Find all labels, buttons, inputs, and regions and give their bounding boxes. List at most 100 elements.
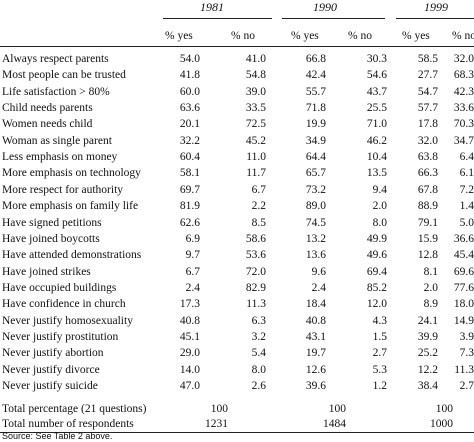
table-cell: 6.9 bbox=[185, 232, 200, 245]
table-cell: 55.7 bbox=[305, 85, 326, 98]
table-cell: 9.4 bbox=[372, 183, 387, 196]
table-cell: 72.5 bbox=[245, 118, 266, 131]
table-row: More respect for authority 69.7 6.7 73.2 9.4… bbox=[0, 182, 474, 198]
table-cell: 45.2 bbox=[245, 134, 266, 147]
table-cell: 7.3 bbox=[459, 347, 474, 360]
table-cell: 39.0 bbox=[245, 85, 266, 98]
row-label: Have joined strikes bbox=[2, 265, 91, 278]
table-cell: 63.6 bbox=[179, 102, 200, 115]
row-label: Never justify suicide bbox=[2, 380, 98, 392]
table-cell: 5.3 bbox=[372, 363, 387, 376]
table-cell: 10.4 bbox=[366, 151, 387, 164]
table-cell: 62.6 bbox=[179, 216, 200, 229]
table-cell: 2.2 bbox=[251, 200, 266, 213]
row-label: Always respect parents bbox=[2, 53, 109, 65]
total-percentage-label: Total percentage (21 questions) bbox=[2, 403, 147, 415]
table-cell: 12.0 bbox=[366, 298, 387, 311]
table-cell: 6.1 bbox=[459, 167, 474, 180]
table-cell: 11.3 bbox=[454, 363, 474, 376]
table-cell: 38.4 bbox=[417, 380, 438, 392]
table-row: Child needs parents 63.6 33.5 71.8 25.5 57.7 3… bbox=[0, 100, 474, 116]
header-rule bbox=[0, 46, 474, 47]
table-cell: 33.6 bbox=[453, 102, 474, 115]
table-cell: 60.4 bbox=[179, 151, 200, 164]
table-cell: 63.8 bbox=[417, 151, 438, 164]
table-cell: 25.2 bbox=[417, 347, 438, 360]
row-label: Most people can be trusted bbox=[2, 69, 126, 82]
table-row: Have joined strikes 6.7 72.0 9.6 69.4 8.1 69.6 bbox=[0, 264, 474, 280]
table-cell: 66.8 bbox=[305, 53, 326, 65]
total-respondents-label: Total number of respondents bbox=[2, 418, 134, 430]
total-respondents-1999: 1000 bbox=[430, 418, 453, 430]
year-rule-1999 bbox=[396, 18, 474, 19]
row-label: More emphasis on technology bbox=[2, 167, 141, 180]
table-cell: 14.0 bbox=[179, 363, 200, 376]
table-cell: 18.4 bbox=[305, 298, 326, 311]
table-cell: 49.9 bbox=[366, 232, 387, 245]
table-cell: 36.6 bbox=[453, 232, 474, 245]
table-row: Have joined boycotts 6.9 58.6 13.2 49.9 15.9 3… bbox=[0, 231, 474, 247]
table-cell: 46.2 bbox=[366, 134, 387, 147]
table-cell: 14.9 bbox=[453, 314, 474, 327]
total-percentage-1981: 100 bbox=[210, 403, 228, 415]
table-row: More emphasis on family life 81.9 2.2 89.0 2… bbox=[0, 198, 474, 214]
table-cell: 66.3 bbox=[417, 167, 438, 180]
table-cell: 13.2 bbox=[305, 232, 326, 245]
table-cell: 9.7 bbox=[185, 249, 200, 262]
table-cell: 12.8 bbox=[417, 249, 438, 262]
table-cell: 34.7 bbox=[453, 134, 474, 147]
total-respondents-1981: 1231 bbox=[205, 418, 228, 430]
table-cell: 2.7 bbox=[372, 347, 387, 360]
row-label: Have occupied buildings bbox=[2, 281, 117, 294]
table-cell: 68.3 bbox=[453, 69, 474, 82]
row-label: Have attended demonstrations bbox=[2, 249, 142, 262]
table-cell: 64.4 bbox=[305, 151, 326, 164]
table-cell: 74.5 bbox=[305, 216, 326, 229]
row-label: Have signed petitions bbox=[2, 216, 102, 229]
table-cell: 58.1 bbox=[179, 167, 200, 180]
table-cell: 8.0 bbox=[372, 216, 387, 229]
year-header-1999: 1999 bbox=[424, 0, 448, 14]
table-cell: 2.4 bbox=[185, 281, 200, 294]
table-cell: 69.4 bbox=[366, 265, 387, 278]
table-cell: 40.8 bbox=[305, 314, 326, 327]
table-cell: 12.2 bbox=[417, 363, 438, 376]
table-cell: 5.4 bbox=[251, 347, 266, 360]
table-cell: 41.0 bbox=[245, 53, 266, 65]
table-cell: 1.4 bbox=[459, 200, 474, 213]
table-cell: 3.2 bbox=[251, 330, 266, 343]
table-cell: 88.9 bbox=[417, 200, 438, 213]
table-cell: 82.9 bbox=[245, 281, 266, 294]
table-cell: 12.6 bbox=[305, 363, 326, 376]
table-cell: 24.1 bbox=[417, 314, 438, 327]
table-cell: 42.3 bbox=[453, 85, 474, 98]
row-label: Child needs parents bbox=[2, 102, 93, 115]
table-cell: 1.5 bbox=[372, 330, 387, 343]
table-cell: 27.7 bbox=[417, 69, 438, 82]
table-cell: 42.4 bbox=[305, 69, 326, 82]
table-cell: 67.8 bbox=[417, 183, 438, 196]
year-rule-1981 bbox=[163, 18, 272, 19]
table-cell: 47.0 bbox=[179, 380, 200, 392]
table-cell: 39.6 bbox=[305, 380, 326, 392]
table-cell: 77.6 bbox=[453, 281, 474, 294]
table-cell: 40.8 bbox=[179, 314, 200, 327]
table-row: More emphasis on technology 58.1 11.7 65.7 1… bbox=[0, 165, 474, 181]
table-cell: 6.7 bbox=[251, 183, 266, 196]
table-cell: 11.7 bbox=[246, 167, 266, 180]
table-cell: 71.8 bbox=[305, 102, 326, 115]
table-cell: 65.7 bbox=[305, 167, 326, 180]
table-cell: 89.0 bbox=[305, 200, 326, 213]
table-cell: 13.5 bbox=[366, 167, 387, 180]
row-label: More emphasis on family life bbox=[2, 200, 139, 213]
table-row: Never justify homosexuality 40.8 6.3 40.8 4.… bbox=[0, 313, 474, 329]
table-cell: 34.9 bbox=[305, 134, 326, 147]
table-cell: 5.0 bbox=[459, 216, 474, 229]
table-cell: 6.4 bbox=[459, 151, 474, 164]
total-respondents-1990: 1484 bbox=[323, 418, 346, 430]
table-cell: 60.0 bbox=[179, 85, 200, 98]
table-cell: 2.0 bbox=[372, 200, 387, 213]
table-cell: 7.2 bbox=[459, 183, 474, 196]
table-row: Have confidence in church 17.3 11.3 18.4 12.… bbox=[0, 296, 474, 312]
